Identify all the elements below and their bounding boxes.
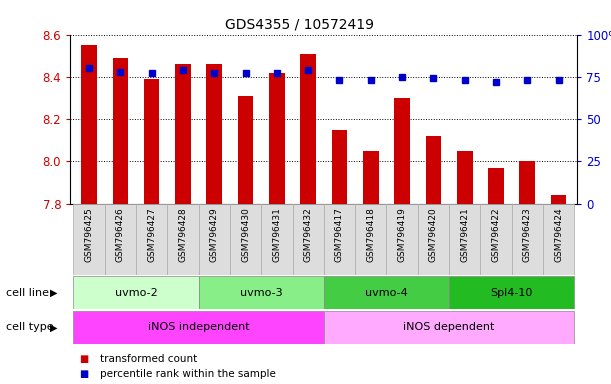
Text: ▶: ▶: [50, 322, 57, 333]
Bar: [112, 58, 128, 204]
Bar: [104, 204, 136, 275]
Bar: [207, 64, 222, 204]
Text: iNOS independent: iNOS independent: [148, 322, 249, 333]
Text: iNOS dependent: iNOS dependent: [403, 322, 495, 333]
Bar: [394, 98, 410, 204]
Bar: [551, 195, 566, 204]
Text: ■: ■: [79, 369, 89, 379]
Bar: [269, 73, 285, 204]
Bar: [543, 204, 574, 275]
Bar: [73, 276, 199, 309]
Text: GSM796420: GSM796420: [429, 207, 438, 262]
Bar: [301, 53, 316, 204]
Bar: [175, 64, 191, 204]
Bar: [324, 276, 449, 309]
Bar: [167, 204, 199, 275]
Bar: [332, 129, 347, 204]
Text: GSM796429: GSM796429: [210, 207, 219, 262]
Text: percentile rank within the sample: percentile rank within the sample: [100, 369, 276, 379]
Bar: [81, 45, 97, 204]
Text: GSM796430: GSM796430: [241, 207, 250, 262]
Text: GSM796422: GSM796422: [491, 207, 500, 262]
Text: GSM796427: GSM796427: [147, 207, 156, 262]
Bar: [199, 204, 230, 275]
Text: GSM796419: GSM796419: [398, 207, 406, 262]
Bar: [426, 136, 441, 204]
Text: cell line: cell line: [6, 288, 49, 298]
Text: cell type: cell type: [6, 322, 54, 333]
Text: GSM796421: GSM796421: [460, 207, 469, 262]
Bar: [519, 161, 535, 204]
Text: uvmo-4: uvmo-4: [365, 288, 408, 298]
Bar: [457, 151, 472, 204]
Bar: [73, 204, 104, 275]
Bar: [363, 151, 379, 204]
Text: GDS4355 / 10572419: GDS4355 / 10572419: [225, 17, 374, 31]
Text: uvmo-3: uvmo-3: [240, 288, 282, 298]
Text: Spl4-10: Spl4-10: [491, 288, 533, 298]
Bar: [449, 204, 480, 275]
Bar: [386, 204, 418, 275]
Text: GSM796426: GSM796426: [116, 207, 125, 262]
Bar: [73, 311, 324, 344]
Bar: [449, 276, 574, 309]
Bar: [488, 167, 504, 204]
Bar: [230, 204, 262, 275]
Bar: [199, 276, 324, 309]
Bar: [324, 311, 574, 344]
Bar: [418, 204, 449, 275]
Text: uvmo-2: uvmo-2: [115, 288, 158, 298]
Text: GSM796424: GSM796424: [554, 207, 563, 262]
Bar: [238, 96, 254, 204]
Bar: [480, 204, 511, 275]
Text: GSM796417: GSM796417: [335, 207, 344, 262]
Bar: [293, 204, 324, 275]
Bar: [511, 204, 543, 275]
Text: GSM796432: GSM796432: [304, 207, 313, 262]
Bar: [324, 204, 355, 275]
Bar: [262, 204, 293, 275]
Text: GSM796431: GSM796431: [273, 207, 282, 262]
Text: GSM796428: GSM796428: [178, 207, 188, 262]
Text: GSM796423: GSM796423: [523, 207, 532, 262]
Bar: [136, 204, 167, 275]
Text: transformed count: transformed count: [100, 354, 197, 364]
Text: ■: ■: [79, 354, 89, 364]
Text: GSM796418: GSM796418: [366, 207, 375, 262]
Bar: [355, 204, 386, 275]
Bar: [144, 79, 159, 204]
Text: GSM796425: GSM796425: [84, 207, 93, 262]
Text: ▶: ▶: [50, 288, 57, 298]
